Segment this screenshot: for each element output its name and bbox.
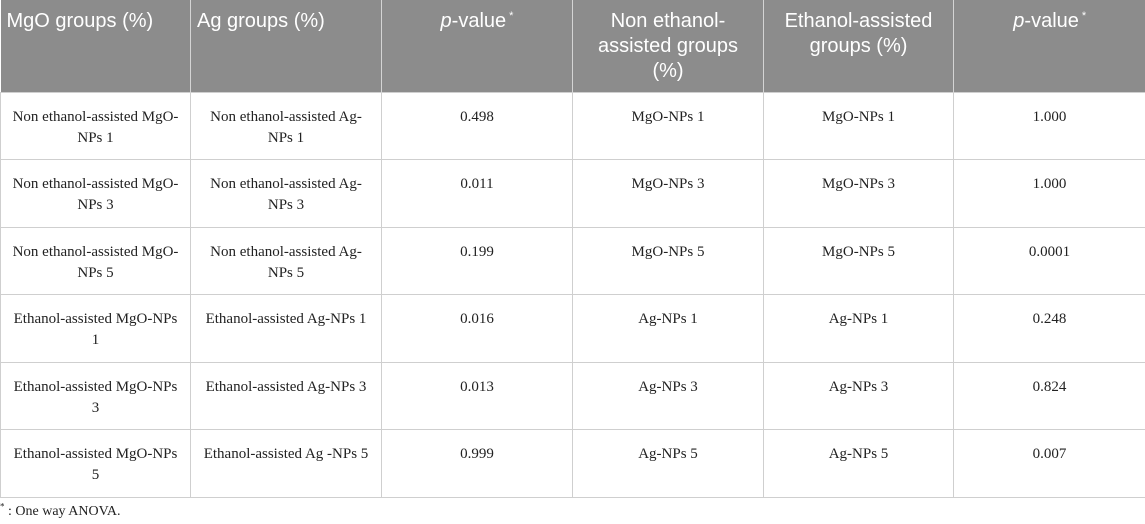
footnote-symbol: * bbox=[0, 501, 5, 512]
header-p-italic: p bbox=[1013, 10, 1025, 32]
cell-mgo-group: Ethanol-assisted MgO-NPs 3 bbox=[0, 361, 191, 430]
cell-ethanol-group: Ag-NPs 1 bbox=[763, 294, 954, 363]
cell-ag-group: Ethanol-assisted Ag-NPs 1 bbox=[190, 294, 382, 363]
header-p-rest: -value bbox=[1024, 10, 1079, 32]
cell-mgo-group: Non ethanol-assisted MgO-NPs 3 bbox=[0, 159, 191, 228]
header-p-italic: p bbox=[440, 10, 452, 32]
cell-mgo-group: Non ethanol-assisted MgO-NPs 1 bbox=[0, 91, 191, 160]
table-row: Non ethanol-assisted MgO-NPs 5 Non ethan… bbox=[0, 226, 1145, 295]
cell-non-ethanol-group: Ag-NPs 5 bbox=[572, 429, 764, 498]
cell-p-value: 0.016 bbox=[381, 294, 573, 363]
header-p-sup: * bbox=[1081, 10, 1087, 23]
cell-ag-group: Non ethanol-assisted Ag-NPs 1 bbox=[190, 91, 382, 160]
cell-ag-group: Ethanol-assisted Ag -NPs 5 bbox=[190, 429, 382, 498]
cell-ag-group: Non ethanol-assisted Ag-NPs 3 bbox=[190, 159, 382, 228]
cell-p-value: 1.000 bbox=[953, 91, 1145, 160]
cell-ag-group: Non ethanol-assisted Ag-NPs 5 bbox=[190, 226, 382, 295]
header-p-rest: -value bbox=[451, 10, 507, 32]
table-body: Non ethanol-assisted MgO-NPs 1 Non ethan… bbox=[0, 91, 1145, 498]
header-row: MgO groups (%) Ag groups (%) p-value * No… bbox=[0, 0, 1145, 92]
header-mgo-groups: MgO groups (%) bbox=[0, 0, 191, 92]
cell-p-value: 0.013 bbox=[381, 361, 573, 430]
cell-non-ethanol-group: Ag-NPs 1 bbox=[572, 294, 764, 363]
cell-p-value: 0.824 bbox=[953, 361, 1145, 430]
header-p-value-2: p-value * bbox=[953, 0, 1145, 92]
table-row: Ethanol-assisted MgO-NPs 1 Ethanol-assis… bbox=[0, 294, 1145, 363]
cell-p-value: 0.999 bbox=[381, 429, 573, 498]
header-ethanol-groups: Ethanol-assisted groups (%) bbox=[763, 0, 954, 92]
cell-ethanol-group: MgO-NPs 3 bbox=[763, 159, 954, 228]
header-p-sup: * bbox=[509, 10, 514, 23]
cell-non-ethanol-group: MgO-NPs 5 bbox=[572, 226, 764, 295]
cell-mgo-group: Ethanol-assisted MgO-NPs 5 bbox=[0, 429, 191, 498]
header-ag-groups: Ag groups (%) bbox=[190, 0, 382, 92]
table-row: Ethanol-assisted MgO-NPs 3 Ethanol-assis… bbox=[0, 361, 1145, 430]
table-row: Non ethanol-assisted MgO-NPs 1 Non ethan… bbox=[0, 91, 1145, 160]
cell-p-value: 0.199 bbox=[381, 226, 573, 295]
cell-mgo-group: Non ethanol-assisted MgO-NPs 5 bbox=[0, 226, 191, 295]
table-footnote: * : One way ANOVA. bbox=[0, 501, 121, 520]
header-p-value-1: p-value * bbox=[381, 0, 573, 92]
cell-non-ethanol-group: MgO-NPs 3 bbox=[572, 159, 764, 228]
cell-non-ethanol-group: Ag-NPs 3 bbox=[572, 361, 764, 430]
cell-ethanol-group: Ag-NPs 5 bbox=[763, 429, 954, 498]
cell-p-value: 0.0001 bbox=[953, 226, 1145, 295]
results-table: MgO groups (%) Ag groups (%) p-value * No… bbox=[0, 0, 1145, 498]
cell-mgo-group: Ethanol-assisted MgO-NPs 1 bbox=[0, 294, 191, 363]
cell-ethanol-group: MgO-NPs 5 bbox=[763, 226, 954, 295]
cell-p-value: 0.498 bbox=[381, 91, 573, 160]
cell-p-value: 0.007 bbox=[953, 429, 1145, 498]
header-non-ethanol-groups: Non ethanol-assisted groups (%) bbox=[572, 0, 764, 92]
cell-p-value: 1.000 bbox=[953, 159, 1145, 228]
cell-p-value: 0.011 bbox=[381, 159, 573, 228]
cell-ethanol-group: MgO-NPs 1 bbox=[763, 91, 954, 160]
table-header: MgO groups (%) Ag groups (%) p-value * No… bbox=[0, 0, 1145, 92]
table-row: Ethanol-assisted MgO-NPs 5 Ethanol-assis… bbox=[0, 429, 1145, 498]
cell-ag-group: Ethanol-assisted Ag-NPs 3 bbox=[190, 361, 382, 430]
cell-ethanol-group: Ag-NPs 3 bbox=[763, 361, 954, 430]
cell-non-ethanol-group: MgO-NPs 1 bbox=[572, 91, 764, 160]
footnote-text: : One way ANOVA. bbox=[8, 504, 121, 519]
table-row: Non ethanol-assisted MgO-NPs 3 Non ethan… bbox=[0, 159, 1145, 228]
cell-p-value: 0.248 bbox=[953, 294, 1145, 363]
